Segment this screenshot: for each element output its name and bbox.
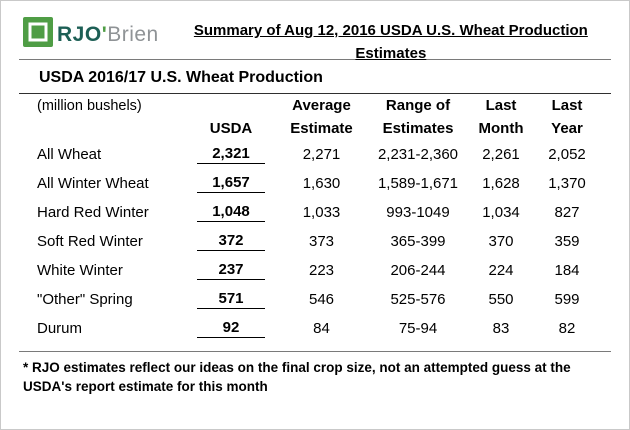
last-year-value: 359: [554, 233, 580, 250]
footnote: * RJO estimates reflect our ideas on the…: [23, 360, 571, 394]
logo-rjo-text: RJO: [57, 22, 102, 46]
usda-value: 571: [189, 290, 273, 309]
table-row-all-winter-wheat: All Winter Wheat 1,657 1,630 1,589-1,671…: [1, 169, 629, 198]
avg-estimate-value: 373: [308, 233, 335, 250]
col-usda: USDA: [209, 120, 253, 137]
table-row-soft-red-winter: Soft Red Winter 372 373 365-399 370 359: [1, 227, 629, 256]
last-month-value: 83: [492, 320, 510, 337]
section-divider: [19, 93, 611, 94]
last-year-value: 599: [554, 291, 580, 308]
report-title-line2: Estimates: [355, 45, 427, 63]
report-header: RJO'Brien Summary of Aug 12, 2016 USDA U…: [1, 1, 629, 62]
usda-underlined-value: 571: [197, 290, 265, 309]
usda-underlined-value: 372: [197, 232, 265, 251]
avg-estimate-value: 223: [308, 262, 335, 279]
usda-value: 92: [189, 319, 273, 338]
last-month-value: 1,628: [482, 175, 520, 192]
avg-estimate-value: 2,271: [302, 146, 341, 163]
range-value: 1,589-1,671: [377, 175, 459, 192]
col-last-year-line2: Year: [551, 120, 583, 137]
table-row-white-winter: White Winter 237 223 206-244 224 184: [1, 256, 629, 285]
report-title-line1: Summary of Aug 12, 2016 USDA U.S. Wheat …: [193, 22, 588, 39]
col-last-month-line2: Month: [478, 120, 524, 137]
report-title: Summary of Aug 12, 2016 USDA U.S. Wheat …: [159, 19, 609, 66]
last-month-value: 370: [488, 233, 514, 250]
rjobrien-logo-icon: [23, 17, 53, 52]
table-row-hard-red-winter: Hard Red Winter 1,048 1,033 993-1049 1,0…: [1, 198, 629, 227]
footnote-divider: [19, 351, 611, 352]
logo-wordmark: RJO'Brien: [57, 23, 159, 47]
usda-underlined-value: 92: [197, 319, 265, 338]
row-label: White Winter: [37, 262, 123, 279]
row-label: Durum: [37, 320, 83, 337]
last-month-value: 1,034: [482, 204, 520, 221]
usda-value: 1,048: [189, 203, 273, 222]
row-label: Hard Red Winter: [37, 204, 149, 221]
row-label: All Winter Wheat: [37, 175, 149, 192]
table-row-durum: Durum 92 84 75-94 83 82: [1, 314, 629, 343]
last-month-value: 224: [488, 262, 514, 279]
avg-estimate-value: 1,033: [302, 204, 341, 221]
usda-underlined-value: 237: [197, 261, 265, 280]
usda-underlined-value: 1,048: [197, 203, 265, 222]
last-year-value: 2,052: [548, 146, 586, 163]
section-title: USDA 2016/17 U.S. Wheat Production: [39, 69, 323, 86]
col-range-line2: Estimates: [382, 120, 454, 137]
range-value: 365-399: [390, 233, 446, 250]
last-year-value: 827: [554, 204, 580, 221]
table-row-all-wheat: All Wheat 2,321 2,271 2,231-2,360 2,261 …: [1, 140, 629, 169]
range-value: 2,231-2,360: [377, 146, 459, 163]
usda-underlined-value: 2,321: [197, 145, 265, 164]
rjobrien-logo: RJO'Brien: [23, 17, 159, 52]
range-value: 75-94: [398, 320, 438, 337]
col-average-line2: Estimate: [290, 120, 353, 137]
col-last-month-line1: Last: [485, 97, 517, 114]
logo-apostrophe: ': [101, 22, 108, 46]
usda-value: 372: [189, 232, 273, 251]
col-last-year-line1: Last: [551, 97, 583, 114]
avg-estimate-value: 84: [313, 320, 330, 337]
row-label: Soft Red Winter: [37, 233, 143, 250]
avg-estimate-value: 546: [308, 291, 335, 308]
avg-estimate-value: 1,630: [302, 175, 341, 192]
row-label: All Wheat: [37, 146, 102, 163]
range-value: 993-1049: [386, 204, 450, 221]
usda-value: 2,321: [189, 145, 273, 164]
col-range-line1: Range of: [385, 97, 451, 114]
last-year-value: 184: [554, 262, 580, 279]
header-divider: [19, 59, 611, 60]
usda-value: 237: [189, 261, 273, 280]
last-year-value: 1,370: [548, 175, 586, 192]
col-average-line1: Average: [292, 97, 351, 114]
usda-value: 1,657: [189, 174, 273, 193]
row-label: "Other" Spring: [37, 291, 133, 308]
last-month-value: 2,261: [482, 146, 520, 163]
last-year-value: 82: [558, 320, 576, 337]
last-month-value: 550: [488, 291, 514, 308]
table-header-row-1: (million bushels) Average Range of Last …: [1, 94, 629, 117]
logo-brien-text: Brien: [107, 22, 159, 46]
range-value: 525-576: [390, 291, 446, 308]
table-header-row-2: USDA Estimate Estimates Month Year: [1, 117, 629, 140]
usda-underlined-value: 1,657: [197, 174, 265, 193]
range-value: 206-244: [390, 262, 446, 279]
table-row-other-spring: "Other" Spring 571 546 525-576 550 599: [1, 285, 629, 314]
unit-label: (million bushels): [37, 97, 142, 114]
